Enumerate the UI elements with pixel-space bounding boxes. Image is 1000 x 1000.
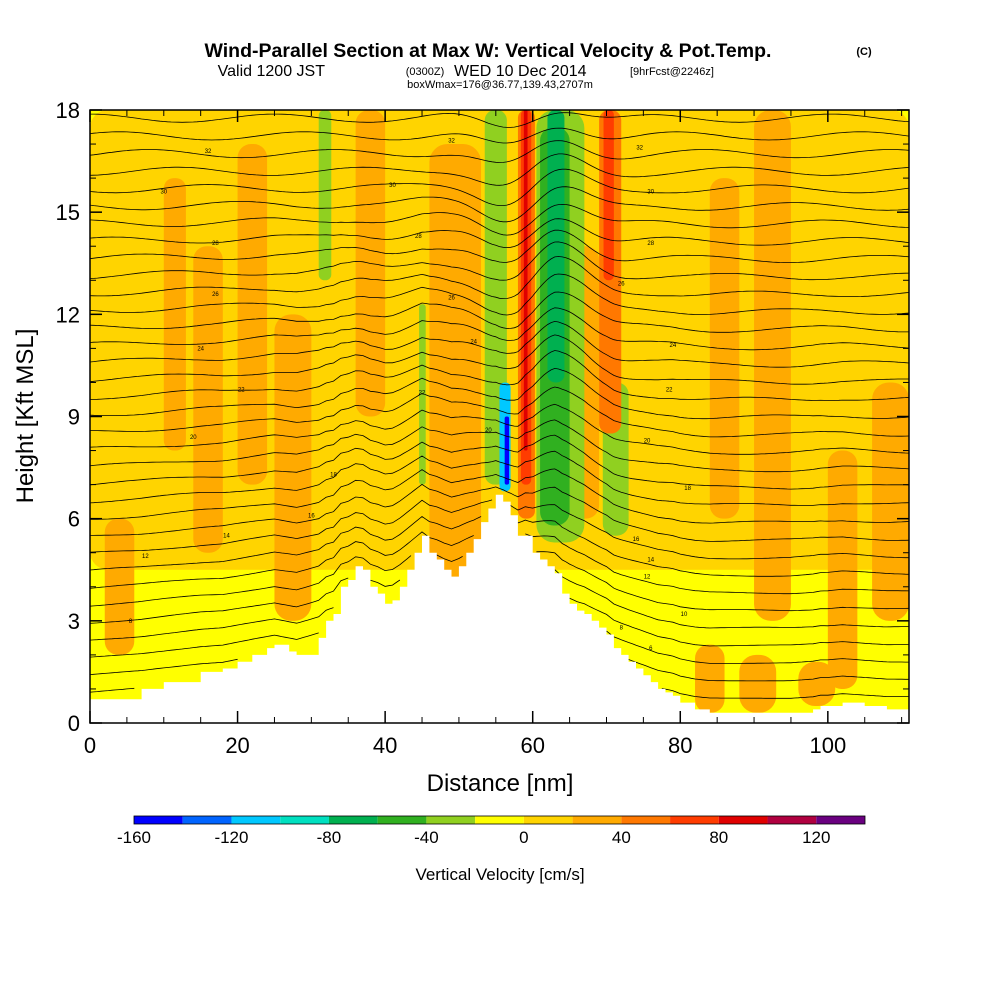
chart-box-wmax: boxWmax=176@36.77,139.43,2707m [407, 79, 593, 91]
contour-label: 32 [448, 139, 455, 145]
colorbar-tick-label: 0 [519, 828, 528, 847]
y-tick-label: 9 [68, 405, 80, 430]
x-tick-label: 20 [225, 733, 249, 758]
contour-label: 28 [212, 241, 219, 247]
contour-label: 28 [647, 241, 654, 247]
y-tick-label: 15 [56, 200, 80, 225]
colorbar-swatch [573, 816, 622, 824]
contour-label: 24 [670, 343, 677, 349]
colorbar-tick-label: -120 [214, 828, 248, 847]
colorbar-swatch [816, 816, 865, 824]
contour-label: 30 [160, 190, 167, 196]
updraft-core-3 [524, 110, 528, 451]
x-tick-label: 0 [84, 733, 96, 758]
contour-label: 32 [205, 149, 212, 155]
updraft-lowlevel-1 [695, 645, 725, 713]
colorbar-title: Vertical Velocity [cm/s] [415, 865, 584, 884]
colorbar-tick-label: -40 [414, 828, 439, 847]
x-axis-title: Distance [nm] [427, 770, 574, 797]
colorbar-tick-label: -80 [317, 828, 342, 847]
colorbar-swatch [183, 816, 232, 824]
colorbar-swatch [426, 816, 475, 824]
y-tick-label: 0 [68, 711, 80, 736]
contour-label: 18 [330, 472, 337, 478]
updraft-band-3 [238, 144, 268, 485]
copyright-mark: (C) [856, 46, 872, 58]
contour-label: 18 [684, 486, 691, 492]
colorbar-swatch [621, 816, 670, 824]
contour-label: 22 [666, 387, 673, 393]
chart-subtitle-date: WED 10 Dec 2014 [454, 63, 587, 80]
contour-label: 22 [419, 391, 426, 397]
y-axis-title: Height [Kft MSL] [12, 329, 39, 504]
colorbar-tick-label: 120 [802, 828, 830, 847]
contour-label: 20 [485, 428, 492, 434]
contour-label: 24 [470, 340, 477, 346]
plot-area: 3230282624222018161412832302826242220323… [56, 98, 909, 758]
contour-label: 24 [197, 346, 204, 352]
colorbar-swatch [231, 816, 280, 824]
contour-label: 14 [647, 558, 654, 564]
colorbar-swatch [719, 816, 768, 824]
updraft-band-9 [754, 110, 791, 621]
x-tick-label: 60 [520, 733, 544, 758]
x-tick-label: 100 [809, 733, 846, 758]
downdraft-core-4 [505, 417, 509, 485]
contour-label: 30 [389, 183, 396, 189]
y-tick-label: 18 [56, 98, 80, 123]
contour-label: 22 [238, 387, 245, 393]
chart-subtitle-valid: Valid 1200 JST [218, 63, 326, 80]
chart-subtitle-utc: (0300Z) [406, 66, 445, 78]
colorbar-swatch [280, 816, 329, 824]
contour-label: 16 [308, 513, 315, 519]
colorbar-swatch [670, 816, 719, 824]
updraft-lowlevel-3 [798, 662, 835, 706]
contour-label: 30 [647, 190, 654, 196]
colorbar-tick-label: -160 [117, 828, 151, 847]
contour-label: 32 [636, 145, 643, 151]
updraft-band-4 [274, 314, 311, 621]
downdraft-core-2 [547, 110, 564, 382]
colorbar-swatch [768, 816, 817, 824]
colorbar-swatch [378, 816, 427, 824]
contour-label: 28 [415, 234, 422, 240]
colorbar-swatch [134, 816, 183, 824]
colorbar-swatch [524, 816, 573, 824]
contour-label: 26 [618, 282, 625, 288]
contour-label: 20 [644, 438, 651, 444]
downdraft-band-1 [319, 110, 332, 280]
contour-label: 14 [223, 534, 230, 540]
contour-label: 12 [644, 575, 651, 581]
colorbar-swatch [475, 816, 524, 824]
chart-subtitle-forecast: [9hrFcst@2246z] [630, 66, 714, 78]
colorbar-tick-label: 80 [709, 828, 728, 847]
contour-label: 26 [212, 292, 219, 298]
colorbar-tick-label: 40 [612, 828, 631, 847]
vertical-section-chart: Wind-Parallel Section at Max W: Vertical… [0, 0, 1000, 1000]
contour-label: 16 [633, 537, 640, 543]
contour-label: 26 [448, 295, 455, 301]
chart-title: Wind-Parallel Section at Max W: Vertical… [205, 40, 772, 62]
x-tick-label: 80 [668, 733, 692, 758]
contour-label: 20 [190, 435, 197, 441]
colorbar: -160 -120 -80 -40 0 40 80 120 [117, 816, 865, 847]
y-tick-label: 6 [68, 507, 80, 532]
x-tick-label: 40 [373, 733, 397, 758]
colorbar-swatch [329, 816, 378, 824]
contour-label: 10 [681, 612, 688, 618]
y-tick-label: 12 [56, 302, 80, 327]
updraft-core-east-2 [604, 110, 614, 280]
y-tick-label: 3 [68, 609, 80, 634]
contour-label: 12 [142, 554, 149, 560]
